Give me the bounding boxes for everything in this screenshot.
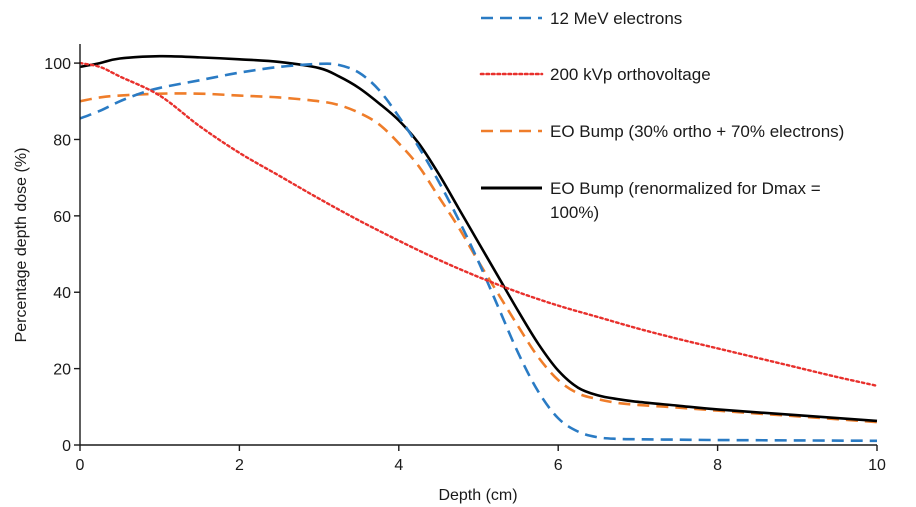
y-tick-label-1: 20 <box>53 362 71 379</box>
y-tick-label-2: 40 <box>53 285 71 302</box>
y-axis-label: Percentage depth dose (%) <box>13 148 30 343</box>
legend-label-4-line-2: 100%) <box>550 203 599 222</box>
x-tick-label-0: 0 <box>76 457 85 474</box>
legend-label-2: 200 kVp orthovoltage <box>550 65 711 84</box>
y-tick-group: 0 20 40 60 80 100 <box>44 56 80 455</box>
x-tick-label-4: 8 <box>713 457 722 474</box>
plot-area: 0 2 4 6 8 10 0 20 40 60 80 100 <box>44 44 886 474</box>
y-tick-label-3: 60 <box>53 209 71 226</box>
series-line-1 <box>79 62 878 443</box>
x-tick-label-2: 4 <box>394 457 403 474</box>
y-tick-label-5: 100 <box>44 56 71 73</box>
series-line-4 <box>79 54 878 423</box>
series-line-3 <box>79 92 878 424</box>
legend-label-3: EO Bump (30% ortho + 70% electrons) <box>550 122 844 141</box>
series-line-2 <box>78 61 879 387</box>
x-tick-label-1: 2 <box>235 457 244 474</box>
y-tick-label-0: 0 <box>62 438 71 455</box>
x-tick-group: 0 2 4 6 8 10 <box>76 445 886 474</box>
legend-label-4-line-1: EO Bump (renormalized for Dmax = <box>550 179 821 198</box>
legend-label-1: 12 MeV electrons <box>550 9 682 28</box>
x-axis-label: Depth (cm) <box>438 487 517 504</box>
series-layer <box>78 54 879 443</box>
legend: 12 MeV electrons 200 kVp orthovoltage EO B… <box>479 9 844 222</box>
x-tick-label-5: 10 <box>868 457 886 474</box>
y-tick-label-4: 80 <box>53 132 71 149</box>
x-tick-label-3: 6 <box>554 457 563 474</box>
